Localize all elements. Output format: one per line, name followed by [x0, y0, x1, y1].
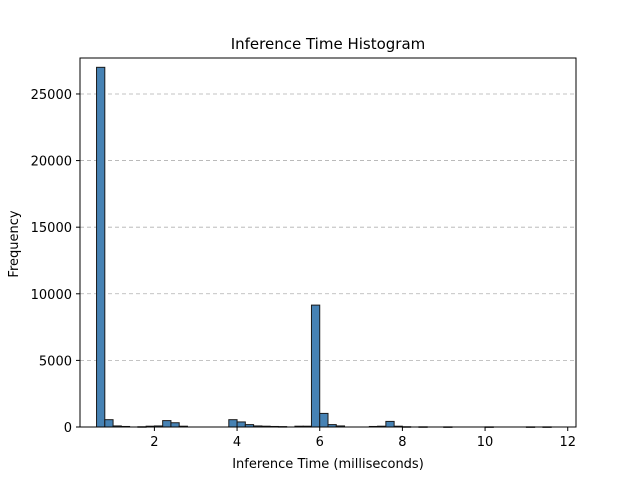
histogram-bar-8	[170, 422, 180, 428]
chart-title: Inference Time Histogram	[231, 35, 426, 53]
histogram-bar-1	[104, 419, 114, 428]
y-axis-label: Frequency	[7, 210, 22, 277]
histogram-bar-25	[385, 420, 395, 428]
x-tick-label-2: 6	[316, 435, 324, 450]
histogram-bar-7	[162, 420, 172, 428]
histogram-bar-19	[310, 304, 321, 428]
x-tick-label-4: 10	[477, 435, 494, 450]
histogram-bar-10	[228, 419, 238, 428]
y-tick-label-5: 25000	[31, 88, 72, 103]
x-tick-label-1: 4	[233, 435, 241, 450]
grid-layer	[80, 93, 576, 428]
x-tick-label-3: 8	[398, 435, 406, 450]
y-tick-label-4: 20000	[31, 155, 72, 170]
plot-frame	[79, 57, 577, 428]
histogram-bar-20	[319, 412, 329, 428]
y-tick-label-2: 10000	[31, 288, 72, 303]
ticks-layer: 2 4 6 8 10 12 0 5000 10000 15000 20000 25000	[31, 88, 576, 450]
bars-layer	[96, 66, 552, 428]
y-tick-label-0: 0	[64, 421, 72, 436]
x-axis-label: Inference Time (milliseconds)	[232, 457, 424, 472]
y-tick-label-3: 15000	[31, 221, 72, 236]
x-tick-label-0: 2	[150, 435, 158, 450]
x-tick-label-5: 12	[559, 435, 576, 450]
histogram-bar-0	[96, 66, 106, 428]
histogram-bar-11	[236, 421, 246, 428]
y-tick-label-1: 5000	[39, 354, 72, 369]
